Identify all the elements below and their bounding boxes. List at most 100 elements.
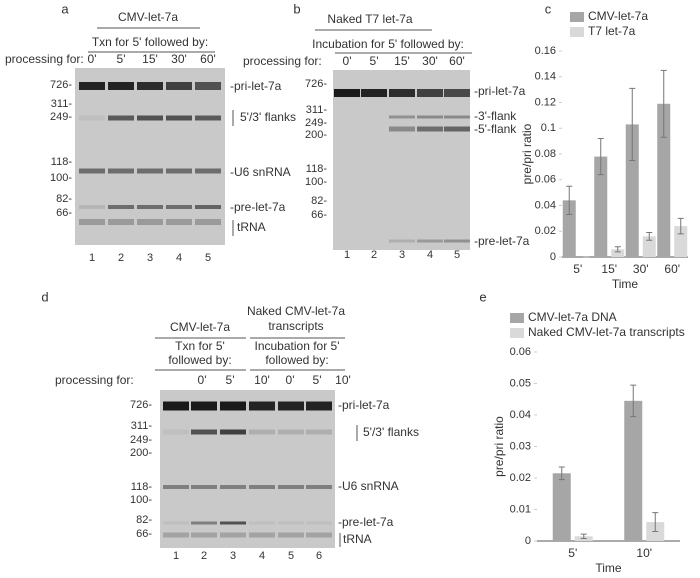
gel-band — [220, 401, 246, 411]
gel-band — [163, 429, 189, 435]
band-label: -5'-flank — [474, 122, 517, 136]
gel-subheader: Incubation for 5' — [254, 339, 339, 353]
gel-band — [389, 89, 415, 97]
gel-band — [191, 532, 217, 538]
gel-band — [389, 126, 415, 132]
marker-label: 82- — [56, 193, 72, 205]
error-bar — [677, 217, 684, 235]
gel-image — [75, 68, 225, 245]
gel-band — [417, 239, 443, 243]
marker-label: 66- — [136, 528, 152, 540]
lane-time: 60' — [449, 54, 465, 68]
marker-label: 82- — [311, 195, 327, 207]
panel-label: b — [293, 1, 300, 16]
gel-band — [108, 82, 134, 90]
legend-swatch — [510, 313, 524, 323]
lane-number: 5 — [454, 249, 460, 261]
gel-band — [444, 126, 470, 132]
band-label: -pre-let-7a — [474, 234, 530, 248]
y-tick-label: 0 — [550, 251, 556, 263]
gel-band — [166, 115, 192, 121]
x-tick-label: 15' — [601, 262, 617, 276]
gel-header: CMV-let-7a — [170, 320, 230, 334]
band-label: tRNA — [237, 220, 266, 234]
gel-band — [108, 205, 134, 209]
legend-swatch — [570, 27, 584, 37]
error-bar — [630, 384, 637, 418]
gel-header: Naked T7 let-7a — [327, 12, 412, 26]
marker-label: 66- — [56, 207, 72, 219]
panel-label: c — [545, 1, 552, 16]
y-tick-label: 0.12 — [535, 96, 556, 108]
gel-header: transcripts — [268, 319, 323, 333]
legend-label: Naked CMV-let-7a transcripts — [528, 325, 685, 339]
gel-band — [306, 401, 332, 411]
gel-band — [444, 115, 470, 119]
y-axis-label: pre/pri ratio — [492, 416, 506, 477]
gel-band — [249, 401, 275, 411]
gel-band — [249, 429, 275, 435]
lane-number: 2 — [201, 550, 207, 562]
lane-number: 2 — [371, 249, 377, 261]
lane-time: 5' — [226, 373, 235, 387]
bar — [657, 103, 671, 257]
x-tick-label: 10' — [636, 546, 652, 560]
lane-number: 3 — [230, 550, 236, 562]
legend-label: CMV-let-7a — [588, 9, 648, 23]
lane-number: 1 — [89, 252, 95, 264]
legend-label: T7 let-7a — [588, 24, 636, 38]
error-bar — [597, 138, 604, 176]
x-tick-label: 5' — [568, 546, 577, 560]
gel-band — [220, 521, 246, 525]
panel-label: d — [41, 289, 48, 304]
marker-label: 200- — [130, 447, 152, 459]
lane-time: 0' — [343, 54, 352, 68]
band-label: -U6 snRNA — [338, 479, 399, 493]
error-bar — [660, 69, 667, 138]
marker-label: 118- — [51, 156, 73, 168]
x-tick-label: 60' — [664, 262, 680, 276]
gel-band — [108, 115, 134, 121]
gel-subheader: followed by: — [168, 353, 231, 367]
y-tick-label: 0.06 — [535, 174, 556, 186]
band-label: -pri-let-7a — [230, 79, 282, 93]
gel-band — [195, 168, 221, 174]
gel-band — [191, 401, 217, 411]
marker-label: 118- — [306, 163, 328, 175]
y-tick-label: 0.14 — [535, 71, 556, 83]
gel-band — [249, 485, 275, 489]
gel-band — [166, 219, 192, 225]
band-label: 5'/3' flanks — [240, 110, 296, 124]
marker-label: 249- — [305, 117, 327, 129]
lane-time: 0' — [286, 373, 295, 387]
y-tick-label: 0.06 — [510, 346, 531, 358]
gel-band — [306, 521, 332, 525]
bar — [674, 226, 688, 257]
gel-band — [108, 219, 134, 225]
lane-time: 15' — [142, 52, 158, 66]
error-bar — [580, 533, 587, 539]
gel-band — [137, 219, 163, 225]
legend-swatch — [510, 328, 524, 338]
gel-band — [278, 429, 304, 435]
x-axis-label: Time — [612, 277, 639, 291]
lane-number: 1 — [173, 550, 179, 562]
lane-time: 30' — [171, 52, 187, 66]
lane-number: 1 — [344, 249, 350, 261]
gel-band — [278, 532, 304, 538]
gel-subheader: followed by: — [265, 353, 328, 367]
processing-label: processing for: — [55, 373, 134, 387]
gel-band — [163, 521, 189, 525]
gel-band — [334, 89, 360, 97]
bar — [552, 473, 571, 541]
band-label: tRNA — [343, 532, 372, 546]
gel-band — [417, 89, 443, 97]
marker-label: 726- — [50, 79, 72, 91]
gel-band — [166, 168, 192, 174]
gel-band — [417, 126, 443, 132]
y-tick-label: 0.05 — [510, 377, 531, 389]
gel-band — [444, 89, 470, 97]
bar — [625, 124, 639, 257]
marker-label: 118- — [131, 481, 153, 493]
